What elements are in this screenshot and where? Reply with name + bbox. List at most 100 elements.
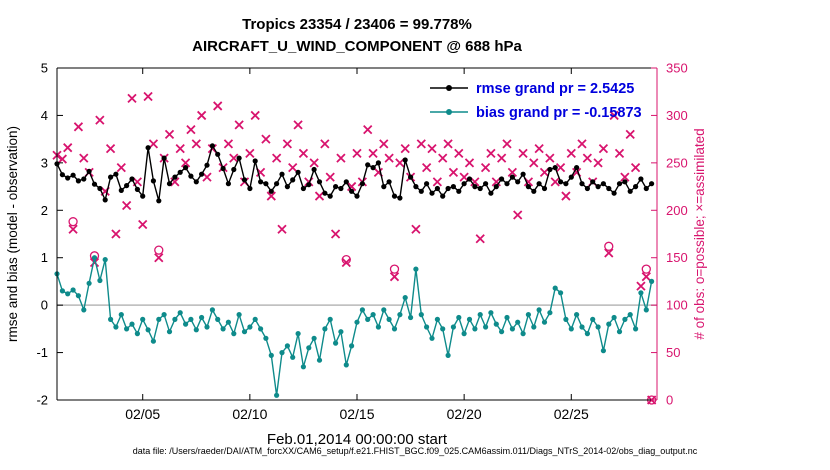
assimilated-obs-marker — [234, 120, 244, 130]
x-tick-label: 02/20 — [447, 406, 482, 422]
assimilated-obs-marker — [111, 229, 121, 239]
assimilated-obs-marker — [175, 143, 185, 154]
assimilated-obs-marker — [411, 224, 421, 234]
assimilated-obs-marker — [438, 153, 448, 163]
assimilated-obs-marker — [400, 143, 410, 154]
assimilated-obs-marker — [518, 148, 528, 159]
assimilated-obs-marker — [250, 110, 260, 121]
assimilated-obs-marker — [197, 110, 207, 121]
assimilated-obs-marker — [598, 143, 609, 154]
obs-count-markers — [52, 91, 657, 405]
assimilated-obs-marker — [309, 158, 319, 168]
assimilated-obs-marker — [213, 101, 223, 111]
chart-title-line1: Tropics 23354 / 23406 = 99.778% — [242, 16, 472, 33]
assimilated-obs-marker — [614, 148, 625, 159]
assimilated-obs-marker — [191, 139, 201, 149]
left-tick-label: -2 — [36, 393, 48, 408]
assimilated-obs-marker — [325, 172, 335, 182]
assimilated-obs-marker — [314, 191, 325, 201]
legend-marker — [446, 109, 452, 115]
possible-obs-marker — [641, 264, 651, 274]
assimilated-obs-marker — [379, 139, 389, 149]
assimilated-obs-marker — [229, 153, 239, 163]
right-tick-label: 150 — [666, 250, 688, 265]
assimilated-obs-marker — [272, 153, 282, 163]
assimilated-obs-marker — [138, 219, 148, 230]
legend-label: bias grand pr = -0.15873 — [476, 105, 642, 121]
right-tick-label: 200 — [666, 203, 688, 218]
assimilated-obs-marker — [545, 153, 555, 163]
left-tick-label: 1 — [41, 250, 48, 265]
left-tick-label: 2 — [41, 203, 48, 218]
assimilated-obs-marker — [261, 134, 271, 144]
right-tick-label: 100 — [666, 298, 688, 313]
assimilated-obs-marker — [497, 153, 507, 163]
assimilated-obs-marker — [507, 167, 517, 177]
assimilated-obs-marker — [593, 158, 603, 168]
assimilated-obs-marker — [73, 122, 84, 132]
x-tick-label: 02/15 — [339, 406, 374, 422]
possible-obs-marker — [68, 217, 78, 227]
x-tick-label: 02/25 — [554, 406, 589, 422]
assimilated-obs-marker — [352, 148, 362, 159]
x-axis-label: Feb.01,2014 00:00:00 start — [267, 431, 448, 448]
right-axis-label: # of obs: o=possible; ×=assimilated — [692, 128, 707, 339]
assimilated-obs-marker — [293, 120, 303, 130]
right-tick-label: 350 — [666, 61, 688, 76]
assimilated-obs-marker — [245, 148, 255, 159]
assimilated-obs-marker — [282, 139, 292, 149]
assimilated-obs-marker — [63, 143, 73, 153]
assimilated-obs-marker — [148, 139, 159, 149]
assimilated-obs-marker — [116, 162, 126, 173]
assimilated-obs-marker — [454, 148, 464, 159]
left-tick-label: 5 — [41, 61, 48, 76]
assimilated-obs-marker — [223, 139, 234, 149]
right-tick-label: 250 — [666, 155, 688, 170]
assimilated-obs-marker — [443, 139, 453, 149]
legend-label: rmse grand pr = 2.5425 — [476, 81, 634, 97]
assimilated-obs-marker — [427, 143, 437, 154]
assimilated-obs-marker — [180, 158, 191, 168]
assimilated-obs-marker — [288, 162, 298, 173]
possible-obs-marker — [389, 264, 400, 274]
possible-obs-marker — [604, 241, 614, 251]
assimilated-obs-marker — [154, 253, 164, 263]
left-axis-label: rmse and bias (model - observation) — [5, 126, 20, 342]
possible-obs-marker — [154, 245, 164, 255]
assimilated-obs-marker — [464, 158, 475, 168]
assimilated-obs-marker — [539, 167, 550, 177]
rmse-series — [54, 143, 655, 204]
left-tick-label: 3 — [41, 155, 48, 170]
assimilated-obs-marker — [89, 257, 100, 268]
legend — [430, 85, 468, 115]
right-tick-label: 0 — [666, 393, 673, 408]
assimilated-obs-marker — [636, 281, 646, 291]
assimilated-obs-marker — [341, 257, 351, 268]
assimilated-obs-marker — [57, 154, 67, 164]
bias-series — [54, 255, 655, 398]
assimilated-obs-marker — [630, 162, 641, 173]
right-axis-ticks — [651, 67, 657, 401]
assimilated-obs-marker — [330, 229, 341, 239]
assimilated-obs-marker — [186, 125, 196, 135]
assimilated-obs-marker — [164, 129, 175, 140]
assimilated-obs-marker — [577, 139, 587, 149]
assimilated-obs-marker — [620, 172, 630, 182]
left-tick-label: 4 — [41, 108, 48, 123]
assimilated-obs-marker — [641, 272, 651, 282]
assimilated-obs-marker — [529, 158, 539, 168]
assimilated-obs-marker — [122, 200, 132, 211]
left-tick-label: 0 — [41, 298, 48, 313]
assimilated-obs-marker — [202, 172, 212, 182]
assimilated-obs-marker — [534, 143, 544, 154]
right-tick-label: 300 — [666, 108, 688, 123]
assimilated-obs-marker — [143, 91, 153, 102]
assimilated-obs-marker — [448, 167, 459, 177]
assimilated-obs-marker — [105, 143, 116, 154]
assimilated-obs-marker — [298, 148, 309, 159]
x-tick-label: 02/05 — [125, 406, 160, 422]
chart-title-line2: AIRCRAFT_U_WIND_COMPONENT @ 688 hPa — [192, 38, 522, 55]
assimilated-obs-marker — [480, 162, 491, 173]
assimilated-obs-marker — [491, 177, 501, 187]
